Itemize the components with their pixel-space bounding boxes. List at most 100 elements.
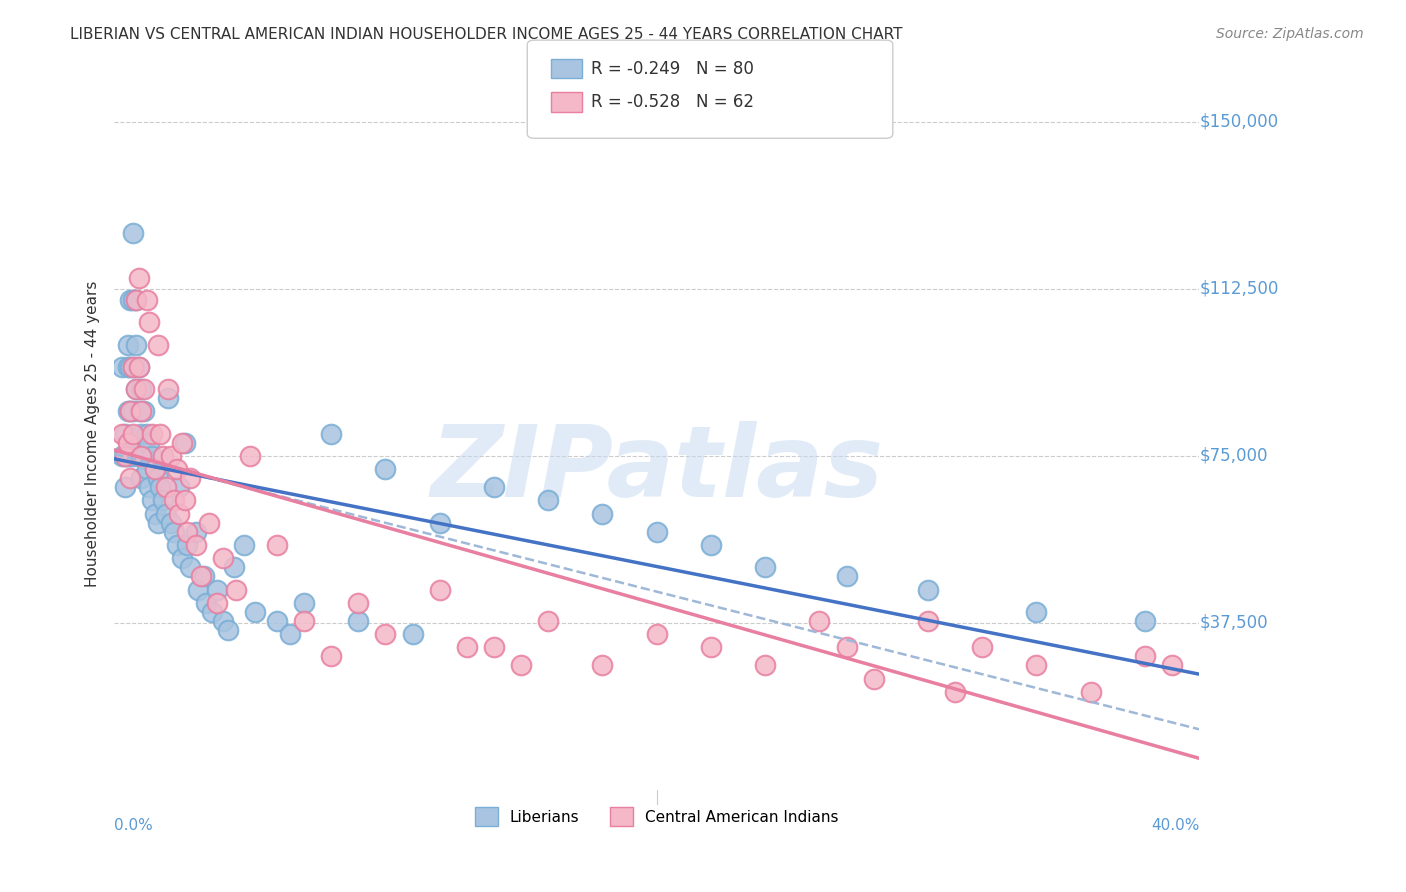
Point <box>117 404 139 418</box>
Point <box>146 337 169 351</box>
Point <box>138 435 160 450</box>
Point <box>131 449 153 463</box>
Point <box>128 449 150 463</box>
Y-axis label: Householder Income Ages 25 - 44 years: Householder Income Ages 25 - 44 years <box>86 280 100 587</box>
Point <box>141 493 163 508</box>
Point <box>225 582 247 597</box>
Point <box>143 462 166 476</box>
Point <box>207 596 229 610</box>
Point <box>128 270 150 285</box>
Point <box>120 359 142 374</box>
Point <box>120 404 142 418</box>
Point <box>170 435 193 450</box>
Point <box>122 404 145 418</box>
Point <box>146 516 169 530</box>
Point <box>456 640 478 655</box>
Point <box>125 293 148 307</box>
Point <box>149 426 172 441</box>
Point <box>166 462 188 476</box>
Point <box>120 293 142 307</box>
Point <box>132 404 155 418</box>
Point <box>155 480 177 494</box>
Point <box>917 614 939 628</box>
Point <box>193 569 215 583</box>
Point <box>179 560 201 574</box>
Point <box>537 614 560 628</box>
Point <box>160 516 183 530</box>
Point <box>141 449 163 463</box>
Point <box>122 449 145 463</box>
Point <box>155 507 177 521</box>
Point <box>754 658 776 673</box>
Point <box>321 426 343 441</box>
Point <box>143 462 166 476</box>
Point <box>347 614 370 628</box>
Point <box>128 359 150 374</box>
Point <box>128 359 150 374</box>
Point <box>152 449 174 463</box>
Point <box>429 516 451 530</box>
Point <box>120 471 142 485</box>
Point <box>160 449 183 463</box>
Point <box>217 623 239 637</box>
Point <box>117 359 139 374</box>
Text: $37,500: $37,500 <box>1199 614 1268 632</box>
Point <box>321 649 343 664</box>
Point <box>374 627 396 641</box>
Point <box>184 524 207 539</box>
Point <box>169 507 191 521</box>
Point <box>114 449 136 463</box>
Point <box>125 382 148 396</box>
Text: $75,000: $75,000 <box>1199 447 1268 465</box>
Point <box>179 471 201 485</box>
Point <box>122 359 145 374</box>
Point <box>537 493 560 508</box>
Point <box>1080 685 1102 699</box>
Point <box>166 538 188 552</box>
Point <box>1133 614 1156 628</box>
Point <box>114 426 136 441</box>
Point <box>131 382 153 396</box>
Legend: Liberians, Central American Indians: Liberians, Central American Indians <box>468 801 845 832</box>
Point <box>233 538 256 552</box>
Point <box>754 560 776 574</box>
Point <box>591 507 613 521</box>
Point <box>149 480 172 494</box>
Point <box>292 596 315 610</box>
Point <box>157 382 180 396</box>
Point <box>131 426 153 441</box>
Point <box>131 471 153 485</box>
Point <box>131 404 153 418</box>
Point <box>143 507 166 521</box>
Text: 0.0%: 0.0% <box>114 819 153 833</box>
Point <box>125 337 148 351</box>
Point <box>138 315 160 329</box>
Text: LIBERIAN VS CENTRAL AMERICAN INDIAN HOUSEHOLDER INCOME AGES 25 - 44 YEARS CORREL: LIBERIAN VS CENTRAL AMERICAN INDIAN HOUS… <box>70 27 903 42</box>
Point <box>222 560 245 574</box>
Point <box>808 614 831 628</box>
Point <box>245 605 267 619</box>
Point <box>401 627 423 641</box>
Point <box>163 524 186 539</box>
Point <box>132 449 155 463</box>
Point <box>122 293 145 307</box>
Point <box>972 640 994 655</box>
Point <box>201 605 224 619</box>
Text: $150,000: $150,000 <box>1199 113 1278 131</box>
Point <box>114 449 136 463</box>
Text: 40.0%: 40.0% <box>1150 819 1199 833</box>
Point <box>122 359 145 374</box>
Text: ZIPatlas: ZIPatlas <box>430 421 883 518</box>
Point <box>482 480 505 494</box>
Point <box>835 569 858 583</box>
Point <box>157 391 180 405</box>
Point <box>1161 658 1184 673</box>
Point <box>111 449 134 463</box>
Point <box>173 435 195 450</box>
Point <box>128 404 150 418</box>
Point <box>211 551 233 566</box>
Point <box>141 426 163 441</box>
Point <box>700 640 723 655</box>
Point <box>211 614 233 628</box>
Point <box>374 462 396 476</box>
